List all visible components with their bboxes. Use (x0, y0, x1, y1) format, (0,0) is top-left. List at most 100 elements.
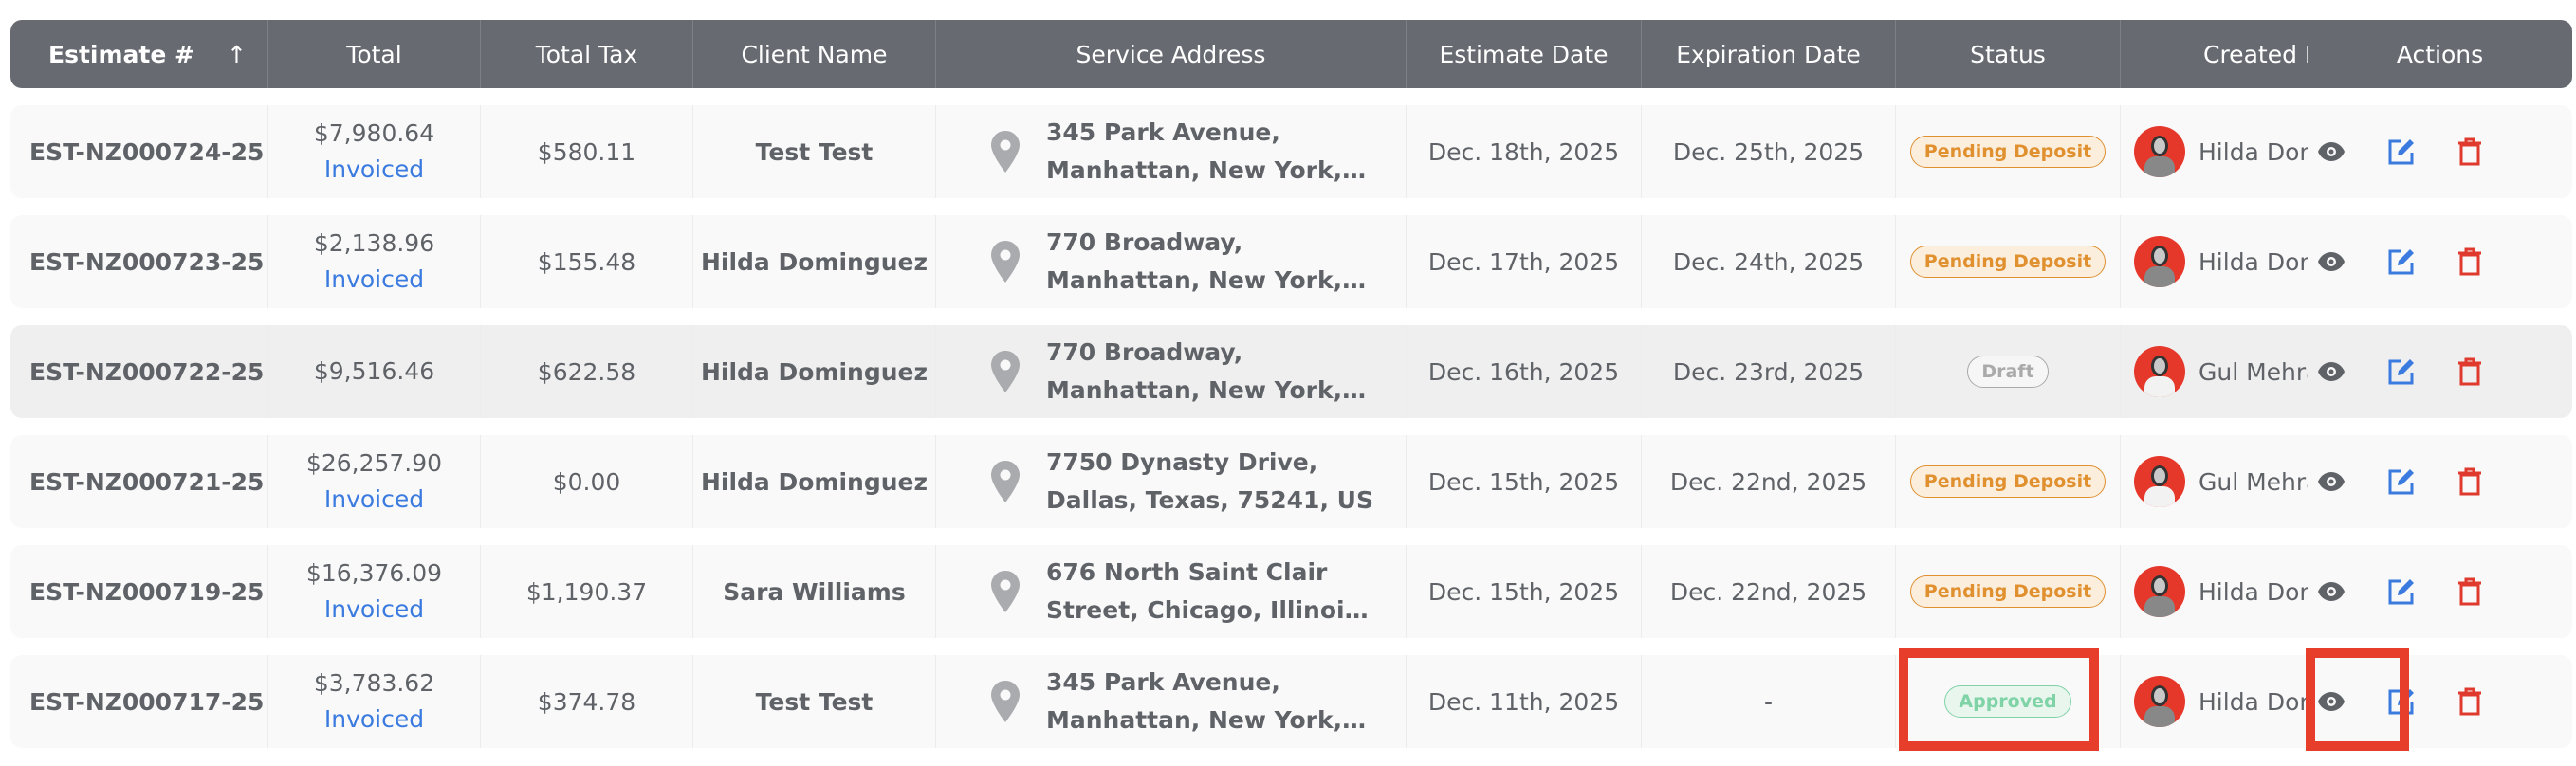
service-address: 345 Park Avenue, Manhattan, New York, Ne… (935, 655, 1406, 748)
delete-trash-icon[interactable] (2457, 467, 2482, 496)
total-cell: $16,376.09 Invoiced (267, 545, 480, 638)
delete-trash-icon[interactable] (2457, 687, 2482, 716)
estimate-number[interactable]: EST-NZ000722-25 (29, 357, 265, 386)
header-estimate[interactable]: Estimate # ↑ (48, 40, 247, 68)
header-service-address[interactable]: Service Address (935, 20, 1406, 88)
avatar (2134, 346, 2185, 397)
status-cell: Pending Deposit (1895, 105, 2120, 198)
estimate-number[interactable]: EST-NZ000723-25 (29, 247, 265, 276)
client-name: Hilda Dominguez (692, 215, 935, 308)
header-expiration-date[interactable]: Expiration Date (1641, 20, 1895, 88)
total-amount: $7,980.64 (313, 119, 435, 147)
total-amount: $16,376.09 (305, 559, 443, 587)
delete-trash-icon[interactable] (2457, 357, 2482, 386)
total-cell: $7,980.64 Invoiced (267, 105, 480, 198)
created-by: Hilda Dominguez (2120, 655, 2308, 748)
delete-trash-icon[interactable] (2457, 247, 2482, 276)
table-row[interactable]: EST-NZ000724-25 $7,980.64 Invoiced $580.1… (10, 105, 2572, 198)
total-cell: $2,138.96 Invoiced (267, 215, 480, 308)
actions-cell (2308, 105, 2572, 198)
edit-icon[interactable] (2387, 357, 2416, 386)
view-eye-icon[interactable] (2317, 691, 2346, 712)
status-cell: Pending Deposit (1895, 435, 2120, 528)
delete-trash-icon[interactable] (2457, 137, 2482, 166)
status-cell: Draft (1895, 325, 2120, 418)
location-pin-icon (991, 241, 1020, 283)
invoiced-link[interactable]: Invoiced (323, 485, 425, 513)
actions-cell (2308, 545, 2572, 638)
avatar (2134, 236, 2185, 287)
sort-arrow-icon[interactable]: ↑ (227, 40, 247, 68)
edit-icon[interactable] (2387, 247, 2416, 276)
created-by: Gul Mehra (2120, 325, 2308, 418)
client-name: Test Test (692, 105, 935, 198)
table-row[interactable]: EST-NZ000721-25 $26,257.90 Invoiced $0.00… (10, 435, 2572, 528)
actions-cell (2308, 435, 2572, 528)
avatar (2134, 126, 2185, 177)
total-tax: $0.00 (480, 435, 692, 528)
header-status[interactable]: Status (1895, 20, 2120, 88)
view-eye-icon[interactable] (2317, 471, 2346, 492)
table-header: Estimate # ↑ Total Total Tax Client Name … (10, 20, 2572, 88)
estimate-number[interactable]: EST-NZ000721-25 (29, 467, 265, 496)
estimate-number[interactable]: EST-NZ000719-25 (29, 577, 265, 606)
table-row[interactable]: EST-NZ000722-25 $9,516.46 $622.58 Hilda … (10, 325, 2572, 418)
status-badge: Approved (1944, 685, 2071, 718)
header-estimate-date[interactable]: Estimate Date (1406, 20, 1641, 88)
total-cell: $3,783.62 Invoiced (267, 655, 480, 748)
avatar (2134, 456, 2185, 507)
total-tax: $1,190.37 (480, 545, 692, 638)
estimate-number[interactable]: EST-NZ000717-25 (29, 687, 265, 716)
view-eye-icon[interactable] (2317, 141, 2346, 162)
created-by-name: Gul Mehra (2199, 357, 2308, 386)
created-by-name: Gul Mehra (2199, 467, 2308, 496)
status-badge: Draft (1967, 356, 2049, 388)
header-total-tax[interactable]: Total Tax (480, 20, 692, 88)
total-cell: $26,257.90 Invoiced (267, 435, 480, 528)
delete-trash-icon[interactable] (2457, 577, 2482, 606)
invoiced-link[interactable]: Invoiced (323, 595, 425, 623)
total-tax: $580.11 (480, 105, 692, 198)
highlight-box-view (2306, 648, 2409, 751)
invoiced-link[interactable]: Invoiced (323, 155, 425, 183)
invoiced-link[interactable]: Invoiced (323, 265, 425, 293)
total-amount: $3,783.62 (313, 669, 435, 697)
estimate-date: Dec. 15th, 2025 (1406, 545, 1641, 638)
created-by: Gul Mehra (2120, 435, 2308, 528)
status-badge: Pending Deposit (1909, 575, 2107, 608)
actions-cell (2308, 325, 2572, 418)
header-total[interactable]: Total (267, 20, 480, 88)
created-by-name: Hilda Dominguez (2199, 687, 2308, 716)
header-client-name[interactable]: Client Name (692, 20, 935, 88)
total-tax: $622.58 (480, 325, 692, 418)
service-address: 770 Broadway, Manhattan, New York, New Y… (935, 215, 1406, 308)
highlight-box-status (1899, 648, 2099, 751)
status-cell: Approved (1895, 655, 2120, 748)
header-created-by[interactable]: Created By (2120, 20, 2308, 88)
service-address: 7750 Dynasty Drive, Dallas, Texas, 75241… (935, 435, 1406, 528)
edit-icon[interactable] (2387, 577, 2416, 606)
view-eye-icon[interactable] (2317, 361, 2346, 382)
edit-icon[interactable] (2387, 467, 2416, 496)
view-eye-icon[interactable] (2317, 581, 2346, 602)
estimate-date: Dec. 16th, 2025 (1406, 325, 1641, 418)
address-text: 676 North Saint Clair Street, Chicago, I… (1046, 558, 1368, 624)
expiration-date: Dec. 24th, 2025 (1641, 215, 1895, 308)
table-row[interactable]: EST-NZ000717-25 $3,783.62 Invoiced $374.7… (10, 655, 2572, 748)
table-row[interactable]: EST-NZ000723-25 $2,138.96 Invoiced $155.4… (10, 215, 2572, 308)
invoiced-link[interactable]: Invoiced (323, 705, 425, 733)
expiration-date: - (1641, 655, 1895, 748)
total-amount: $2,138.96 (313, 229, 435, 257)
created-by: Hilda Dominguez (2120, 215, 2308, 308)
expiration-date: Dec. 22nd, 2025 (1641, 545, 1895, 638)
table-row[interactable]: EST-NZ000719-25 $16,376.09 Invoiced $1,19… (10, 545, 2572, 638)
service-address: 770 Broadway, Manhattan, New York, New Y… (935, 325, 1406, 418)
estimate-date: Dec. 18th, 2025 (1406, 105, 1641, 198)
total-tax: $155.48 (480, 215, 692, 308)
edit-icon[interactable] (2387, 137, 2416, 166)
estimate-date: Dec. 15th, 2025 (1406, 435, 1641, 528)
created-by: Hilda Dominguez (2120, 545, 2308, 638)
client-name: Sara Williams (692, 545, 935, 638)
estimate-number[interactable]: EST-NZ000724-25 (29, 137, 265, 166)
view-eye-icon[interactable] (2317, 251, 2346, 272)
